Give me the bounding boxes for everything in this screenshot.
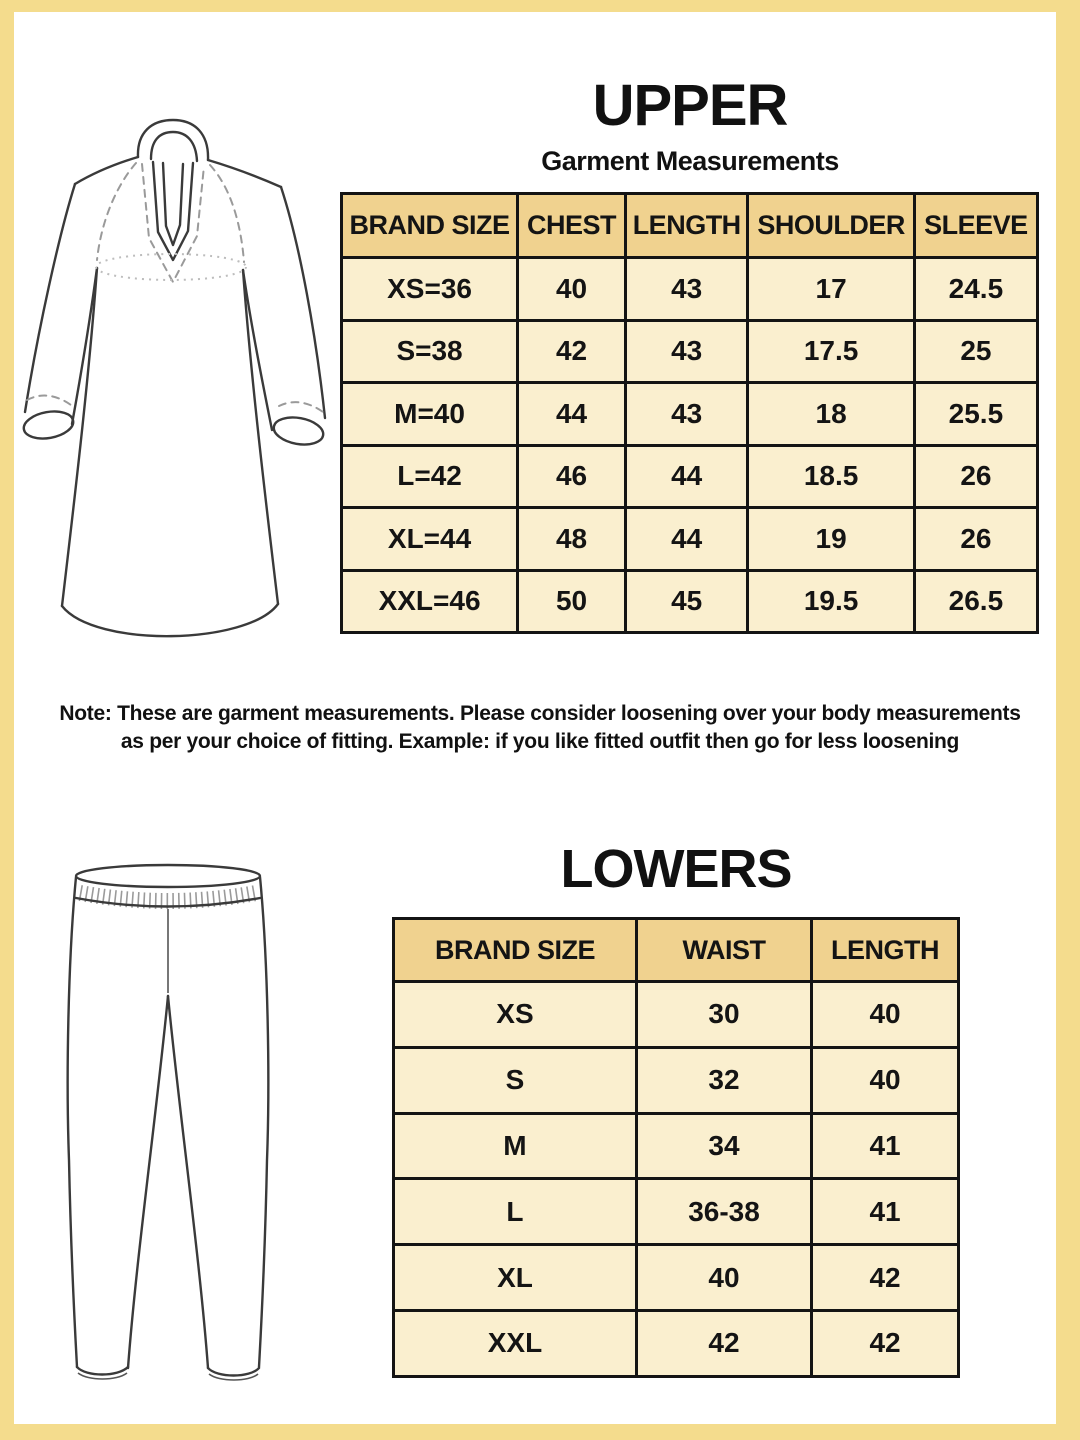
table-cell: 44 xyxy=(623,506,750,572)
table-row: XS 30 40 xyxy=(392,980,960,1049)
upper-header-chest: CHEST xyxy=(516,192,627,259)
table-cell: 40 xyxy=(810,980,960,1049)
table-row: XL 40 42 xyxy=(392,1243,960,1312)
table-cell: M xyxy=(392,1111,638,1181)
table-row: S 32 40 xyxy=(392,1045,960,1115)
table-cell: 25.5 xyxy=(912,381,1040,447)
table-cell: 19.5 xyxy=(746,568,916,634)
table-cell: 42 xyxy=(810,1243,960,1312)
note-line-2: as per your choice of fitting. Example: … xyxy=(120,730,960,753)
table-cell: 44 xyxy=(516,381,627,447)
table-row: L=42 46 44 18.5 26 xyxy=(339,443,1040,509)
upper-header-brand-size: BRAND SIZE xyxy=(339,192,520,259)
table-cell: 43 xyxy=(623,381,750,447)
table-cell: S xyxy=(392,1045,638,1115)
table-cell: 26 xyxy=(912,506,1040,572)
table-cell: XL=44 xyxy=(339,506,520,572)
lowers-section-title: LOWERS xyxy=(560,839,793,899)
table-cell: XXL=46 xyxy=(339,568,520,634)
note-line-1: Note: These are garment measurements. Pl… xyxy=(59,702,1021,725)
table-cell: 42 xyxy=(516,318,627,384)
upper-section-subtitle: Garment Measurements xyxy=(541,146,839,176)
table-cell: 41 xyxy=(810,1111,960,1181)
upper-size-chart-table: BRAND SIZE CHEST LENGTH SHOULDER SLEEVE … xyxy=(339,192,1040,634)
upper-header-length: LENGTH xyxy=(623,192,750,259)
table-cell: 32 xyxy=(634,1045,814,1115)
lowers-header-length: LENGTH xyxy=(810,917,960,983)
table-row: M=40 44 43 18 25.5 xyxy=(339,381,1040,447)
upper-table-header-row: BRAND SIZE CHEST LENGTH SHOULDER SLEEVE xyxy=(339,192,1040,259)
table-cell: 26 xyxy=(912,443,1040,509)
table-cell: 44 xyxy=(623,443,750,509)
table-cell: 46 xyxy=(516,443,627,509)
table-cell: 18.5 xyxy=(746,443,916,509)
table-cell: XL xyxy=(392,1243,638,1312)
table-cell: 50 xyxy=(516,568,627,634)
table-cell: 43 xyxy=(623,318,750,384)
table-cell: 25 xyxy=(912,318,1040,384)
table-cell: 24.5 xyxy=(912,256,1040,322)
table-cell: 18 xyxy=(746,381,916,447)
table-cell: 41 xyxy=(810,1177,960,1247)
table-cell: S=38 xyxy=(339,318,520,384)
table-cell: 42 xyxy=(634,1308,814,1378)
measurement-note: Note: These are garment measurements. Pl… xyxy=(40,700,1040,756)
lowers-table-header-row: BRAND SIZE WAIST LENGTH xyxy=(392,917,960,983)
table-cell: 17 xyxy=(746,256,916,322)
table-cell: 40 xyxy=(634,1243,814,1312)
table-cell: XXL xyxy=(392,1308,638,1378)
pants-illustration-icon xyxy=(66,863,270,1381)
table-cell: 26.5 xyxy=(912,568,1040,634)
table-cell: 30 xyxy=(634,980,814,1049)
lowers-header-waist: WAIST xyxy=(634,917,814,983)
table-row: XXL=46 50 45 19.5 26.5 xyxy=(339,568,1040,634)
table-cell: 34 xyxy=(634,1111,814,1181)
table-cell: 45 xyxy=(623,568,750,634)
table-row: S=38 42 43 17.5 25 xyxy=(339,318,1040,384)
table-cell: L=42 xyxy=(339,443,520,509)
upper-section-title: UPPER xyxy=(592,73,789,138)
table-cell: 40 xyxy=(516,256,627,322)
table-row: L 36-38 41 xyxy=(392,1177,960,1247)
table-cell: 36-38 xyxy=(634,1177,814,1247)
table-cell: M=40 xyxy=(339,381,520,447)
table-row: XXL 42 42 xyxy=(392,1308,960,1378)
table-cell: 43 xyxy=(623,256,750,322)
table-cell: 42 xyxy=(810,1308,960,1378)
table-cell: XS xyxy=(392,980,638,1049)
kurta-illustration-icon xyxy=(22,118,327,638)
table-row: XL=44 48 44 19 26 xyxy=(339,506,1040,572)
table-cell: 17.5 xyxy=(746,318,916,384)
table-cell: 19 xyxy=(746,506,916,572)
upper-header-sleeve: SLEEVE xyxy=(912,192,1040,259)
upper-header-shoulder: SHOULDER xyxy=(746,192,916,259)
table-cell: 40 xyxy=(810,1045,960,1115)
table-cell: L xyxy=(392,1177,638,1247)
table-row: M 34 41 xyxy=(392,1111,960,1181)
table-cell: 48 xyxy=(516,506,627,572)
lowers-size-chart-table: BRAND SIZE WAIST LENGTH XS 30 40 S 32 40… xyxy=(392,917,960,1378)
lowers-header-brand-size: BRAND SIZE xyxy=(392,917,638,983)
table-row: XS=36 40 43 17 24.5 xyxy=(339,256,1040,322)
table-cell: XS=36 xyxy=(339,256,520,322)
